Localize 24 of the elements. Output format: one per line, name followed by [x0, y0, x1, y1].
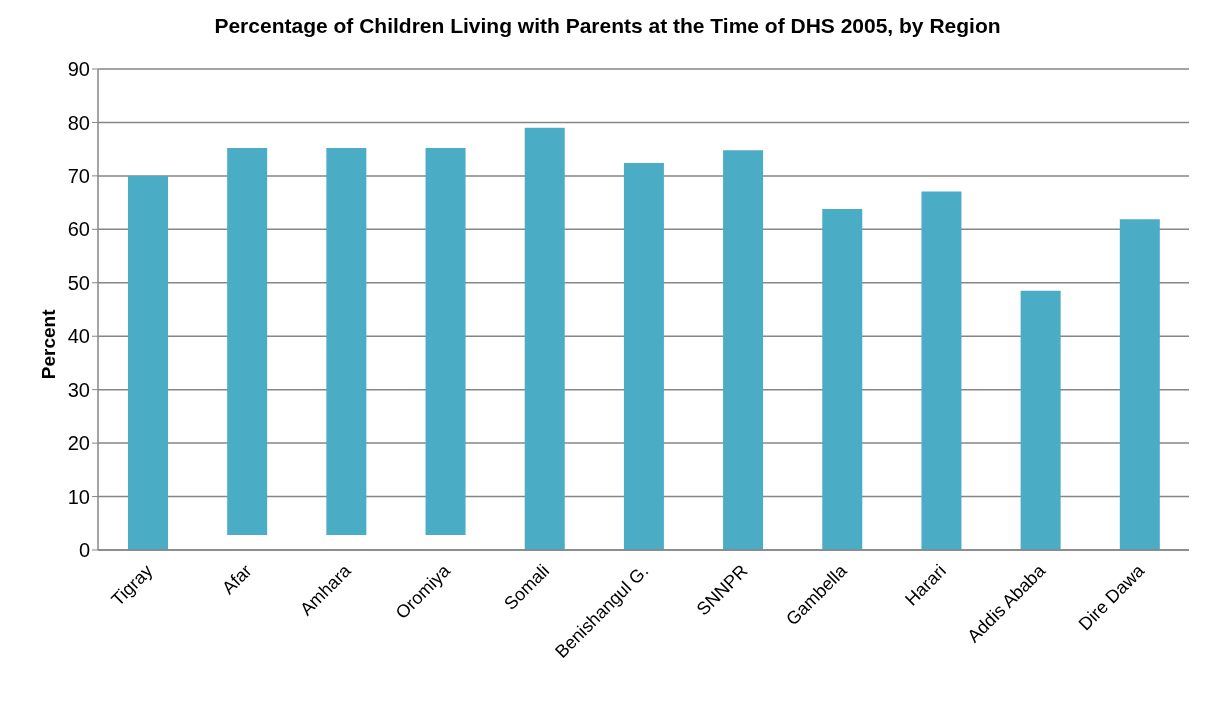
y-tick-label: 80 — [67, 111, 90, 134]
y-tick-label: 50 — [67, 271, 90, 294]
y-tick-label: 30 — [67, 378, 90, 401]
bar — [128, 175, 168, 550]
y-tick-label: 10 — [67, 485, 90, 508]
bar — [524, 127, 565, 550]
y-tick-label: 60 — [67, 218, 90, 241]
y-tick-label: 20 — [67, 432, 90, 455]
bar — [1020, 290, 1061, 550]
bar — [425, 148, 466, 536]
bar — [723, 150, 764, 550]
bar — [326, 148, 367, 536]
bar — [1119, 219, 1160, 550]
bar — [227, 148, 268, 536]
bar — [921, 191, 962, 550]
chart-title: Percentage of Children Living with Parents at the Time of DHS 2005, by Region — [213, 14, 1002, 38]
y-tick-label: 0 — [78, 539, 90, 562]
bar — [623, 163, 664, 550]
y-axis-title: Percent — [37, 308, 59, 380]
bar — [822, 209, 863, 550]
y-tick-label: 70 — [67, 164, 90, 187]
y-tick-label: 90 — [67, 58, 90, 81]
y-tick-label: 40 — [67, 325, 90, 348]
x-tick-label: Afar — [218, 560, 256, 599]
